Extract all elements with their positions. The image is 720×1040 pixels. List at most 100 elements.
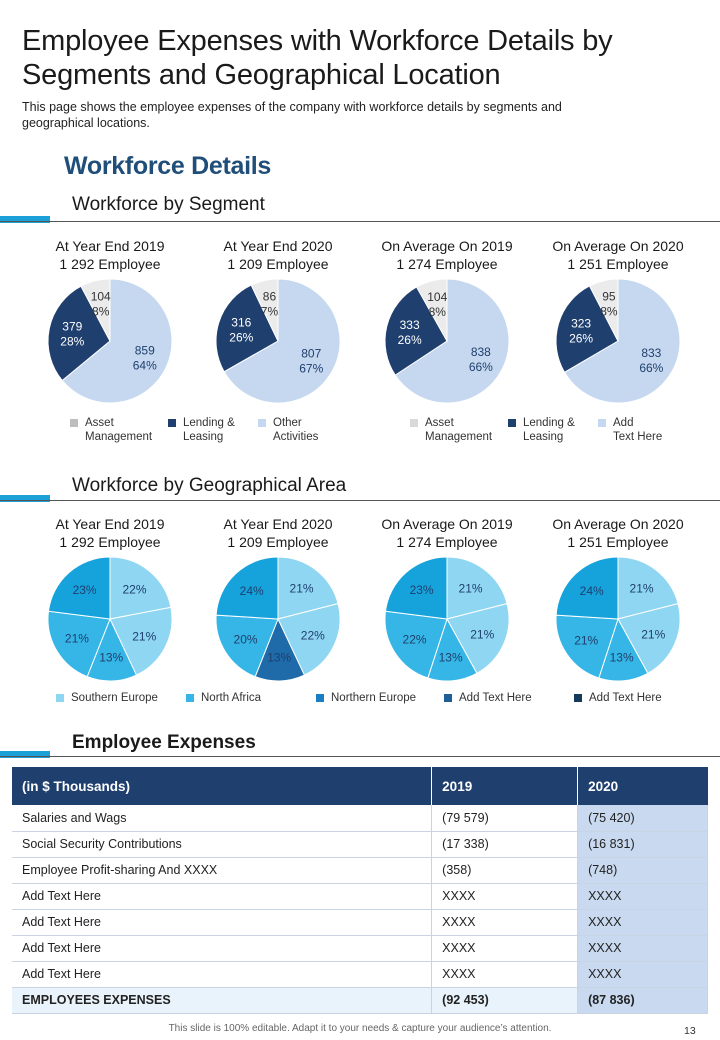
pie-slice-label: 20% bbox=[234, 633, 258, 647]
pie-slice-label: 86 7% bbox=[261, 290, 279, 319]
legend-swatch bbox=[186, 694, 194, 702]
table-row: Social Security Contributions (17 338) (16… bbox=[12, 831, 708, 858]
pie-slice bbox=[394, 278, 510, 404]
pie-slice bbox=[47, 556, 111, 620]
table-cell: Social Security Contributions bbox=[12, 831, 433, 858]
legend-swatch bbox=[168, 419, 176, 427]
legend-label: Northern Europe bbox=[331, 692, 417, 704]
table-cell: XXXX bbox=[577, 961, 708, 988]
pie-slice-label: 838 66% bbox=[469, 345, 493, 374]
page-number: 13 bbox=[684, 1025, 696, 1037]
legend-label: Add Text Here bbox=[589, 692, 662, 704]
pie-slice-label: 13% bbox=[267, 650, 291, 664]
pie-chart-block: At Year End 2020 1 209 Employee 21% 22% 13% 2… bbox=[198, 515, 358, 683]
legend-swatch bbox=[508, 419, 516, 427]
pie-slice-label: 21% bbox=[574, 634, 598, 648]
pie-slice-label: 316 26% bbox=[229, 316, 253, 345]
table-total-row: EMPLOYEES EXPENSES (92 453) (87 836) bbox=[12, 986, 708, 1014]
pie-slice-label: 24% bbox=[240, 584, 264, 598]
pie-slice-label: 104 8% bbox=[427, 290, 447, 319]
legend-swatch bbox=[410, 419, 418, 427]
pie-slice-label: 21% bbox=[641, 627, 665, 641]
pie-chart-block: On Average On 2020 1 251 Employee 21% 21% 13… bbox=[538, 515, 698, 683]
segment-section-title: Workforce by Segment bbox=[72, 194, 265, 215]
table-row: Salaries and Wags (79 579) (75 420) bbox=[12, 805, 708, 832]
pie-subtitle: 1 292 Employee bbox=[59, 534, 161, 550]
pie-subtitle: 1 209 Employee bbox=[227, 534, 329, 550]
pie-slice-label: 23% bbox=[410, 583, 434, 597]
pie-slice bbox=[223, 278, 341, 404]
legend-swatch bbox=[598, 419, 606, 427]
table-total-cell: (92 453) bbox=[431, 986, 579, 1014]
pie-slice-label: 21% bbox=[459, 582, 483, 596]
pie-title: At Year End 2020 bbox=[223, 238, 333, 254]
pie-slice bbox=[563, 278, 681, 404]
pie-slice-label: 22% bbox=[122, 582, 146, 596]
legend-swatch bbox=[574, 694, 582, 702]
pie-slice bbox=[617, 556, 679, 620]
pie-title: On Average On 2019 bbox=[381, 238, 513, 254]
table-cell: Salaries and Wags bbox=[12, 805, 433, 832]
legend-label: Other Activities bbox=[273, 417, 319, 443]
table-cell: XXXX bbox=[577, 935, 708, 962]
pie-slice bbox=[555, 556, 619, 620]
geo-section-title: Workforce by Geographical Area bbox=[72, 475, 347, 496]
pie-chart: 838 66% 333 26%104 8% bbox=[384, 278, 510, 404]
table-cell: Employee Profit-sharing And XXXX bbox=[12, 857, 433, 884]
pie-subtitle: 1 251 Employee bbox=[567, 534, 669, 550]
section-accent-bar bbox=[0, 751, 50, 758]
pie-slice bbox=[617, 602, 681, 675]
pie-slice-label: 21% bbox=[470, 627, 494, 641]
pie-slice-label: 833 66% bbox=[639, 346, 663, 375]
table-cell: (75 420) bbox=[577, 805, 708, 832]
pie-slice bbox=[61, 278, 173, 404]
pie-slice-label: 807 67% bbox=[299, 346, 323, 375]
pie-slice-label: 21% bbox=[65, 632, 89, 646]
legend-label: Asset Management bbox=[425, 417, 493, 443]
footer-note: This slide is 100% editable. Adapt it to… bbox=[168, 1023, 552, 1034]
page-title: Employee Expenses with Workforce Details… bbox=[22, 25, 613, 91]
pie-slice bbox=[215, 284, 279, 373]
pie-slice bbox=[588, 278, 619, 342]
table-row: Employee Profit-sharing And XXXX (358) (74… bbox=[12, 857, 708, 884]
pie-slice bbox=[215, 556, 279, 620]
pie-slice bbox=[384, 610, 448, 679]
pie-slice bbox=[80, 278, 111, 342]
pie-slice-label: 13% bbox=[99, 650, 123, 664]
pie-chart: 859 64% 379 28% 104 8% bbox=[47, 278, 173, 404]
legend-label: Add Text Here bbox=[613, 417, 663, 443]
pie-title: At Year End 2020 bbox=[223, 516, 333, 532]
pie-slice bbox=[384, 556, 448, 620]
pie-chart-block: At Year End 2019 1 292 Employee 859 64% 379 2… bbox=[30, 237, 190, 405]
pie-slice bbox=[215, 614, 279, 678]
section-divider bbox=[0, 756, 720, 757]
pie-chart: 21% 21% 13% 22% 23% bbox=[384, 556, 510, 682]
table-row: Add Text Here XXXX XXXX bbox=[12, 961, 708, 988]
pie-subtitle: 1 209 Employee bbox=[227, 256, 329, 272]
pie-chart-block: On Average On 2019 1 274 Employee 838 66% 33… bbox=[367, 237, 527, 405]
pie-slice-label: 859 64% bbox=[133, 343, 157, 372]
legend-label: Lending & Leasing bbox=[183, 417, 235, 443]
pie-slice bbox=[446, 602, 510, 675]
legend-label: Southern Europe bbox=[71, 692, 158, 704]
pie-title: On Average On 2020 bbox=[552, 516, 684, 532]
table-cell: (17 338) bbox=[431, 831, 579, 858]
legend-item: Add Text Here bbox=[598, 416, 662, 444]
legend-label: Lending & Leasing bbox=[523, 417, 575, 443]
table-cell: XXXX bbox=[431, 961, 579, 988]
pie-slice-label: 333 26% bbox=[398, 318, 422, 347]
legend-label: North Africa bbox=[201, 692, 262, 704]
table-header-cell: 2020 bbox=[577, 767, 708, 805]
section-divider bbox=[0, 500, 720, 501]
section-accent-bar bbox=[0, 495, 50, 502]
pie-slice-label: 13% bbox=[610, 650, 634, 664]
pie-slice-label: 22% bbox=[403, 633, 427, 647]
legend-item: Other Activities bbox=[258, 416, 318, 444]
pie-slice-label: 13% bbox=[439, 650, 463, 664]
pie-chart-block: At Year End 2020 1 209 Employee 807 67% 316 2… bbox=[198, 237, 358, 405]
legend-swatch bbox=[444, 694, 452, 702]
pie-chart-block: At Year End 2019 1 292 Employee 22% 21% 13% 2… bbox=[30, 515, 190, 683]
table-cell: Add Text Here bbox=[12, 909, 433, 936]
legend-item: Southern Europe bbox=[56, 691, 158, 705]
table-cell: Add Text Here bbox=[12, 883, 433, 910]
